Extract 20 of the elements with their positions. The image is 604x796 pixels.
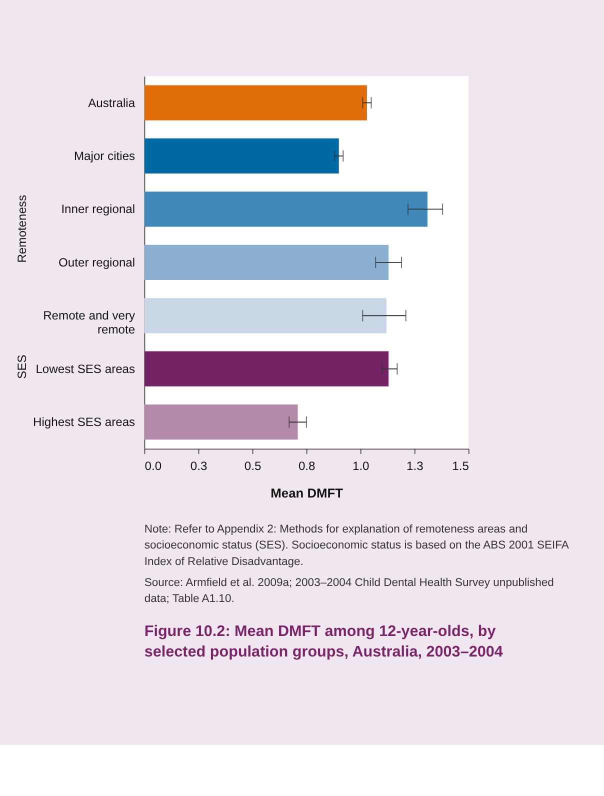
x-tick-label: 1.3 xyxy=(406,459,424,474)
text: Remoteness xyxy=(14,194,29,263)
x-tick-label: 0.8 xyxy=(298,459,316,474)
x-tick-label: 0.5 xyxy=(244,459,262,474)
y-tick-label: Lowest SES areas xyxy=(36,362,136,376)
x-tick-label: 0.3 xyxy=(190,459,208,474)
y-tick-label: Remote and very remote xyxy=(43,308,136,336)
text: Note: Refer to Appendix 2: Methods for explanation of remoteness areas and socioeconomic status (SES). Socioeconomic status is based on the ABS 2001 SEIFA Index of Relative Disadvantage. xyxy=(144,524,570,568)
y-tick-label: Inner regional xyxy=(61,202,136,216)
y-tick-label: Highest SES areas xyxy=(33,415,136,430)
y-tick-label: Outer regional xyxy=(58,255,136,270)
y-tick-label: Australia xyxy=(88,96,136,110)
text: Figure 10.2: Mean DMFT among 12-year-olds, by selected population groups, Australia, 2003–2004 xyxy=(144,622,504,661)
x-tick-label: 0.0 xyxy=(144,459,162,474)
x-axis-title: Mean DMFT xyxy=(270,485,344,500)
x-tick-label: 1.0 xyxy=(352,459,370,474)
source-note: Source: Armfield et al. 2009a; 2003–2004 Child Dental Health Survey unpublished data; Table A1.10. xyxy=(144,576,554,605)
y-tick-label: Major cities xyxy=(74,149,136,164)
text: SES xyxy=(14,354,29,379)
x-tick-label: 1.5 xyxy=(452,459,470,474)
